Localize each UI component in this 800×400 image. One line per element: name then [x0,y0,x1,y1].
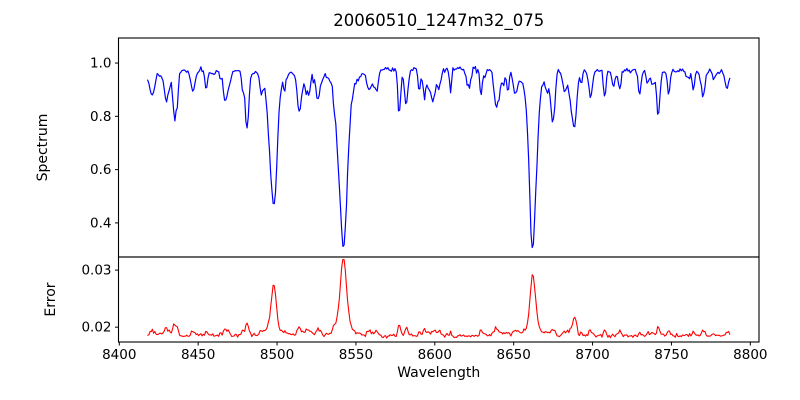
spectrum-y-tick-label: 1.0 [90,56,111,72]
spectrum-y-tick-label: 0.8 [90,109,111,125]
x-tick-label: 8800 [733,347,767,363]
x-tick-label: 8550 [339,347,373,363]
x-tick-label: 8600 [418,347,452,363]
y-axis-label-error: Error [43,282,59,316]
x-tick-label: 8450 [181,347,215,363]
spectrum-y-tick-label: 0.6 [90,162,111,178]
spectrum-y-tick-label: 0.4 [90,215,111,231]
plot-title: 20060510_1247m32_075 [333,11,544,31]
x-tick-label: 8700 [575,347,609,363]
x-tick-label: 8400 [102,347,136,363]
x-tick-label: 8750 [654,347,688,363]
x-axis-label: Wavelength [397,365,480,381]
x-tick-label: 8650 [497,347,531,363]
axis-ticks: 8400 8450 8500 8550 8600 8650 8700 8750 8800 1.0 0… [81,56,767,363]
error-line-series [147,258,731,339]
error-y-tick-label: 0.03 [81,263,111,279]
error-y-tick-label: 0.02 [81,320,111,336]
spectrum-line-series [147,65,731,249]
error-panel-spines [117,256,760,343]
spectrum-panel-spines [117,37,760,258]
y-axis-label-spectrum: Spectrum [35,114,51,182]
x-tick-label: 8500 [260,347,294,363]
